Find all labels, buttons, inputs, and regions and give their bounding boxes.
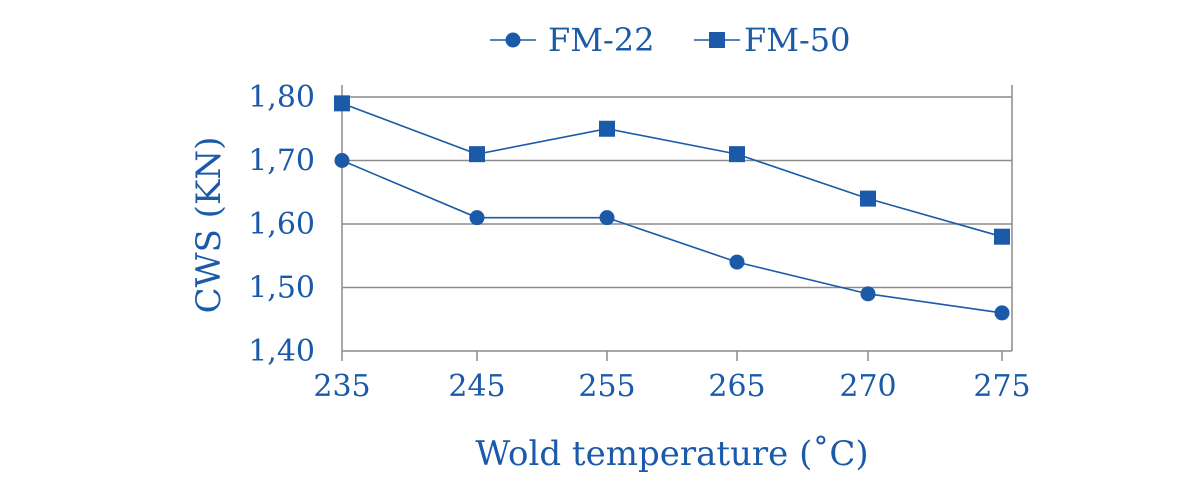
series-line <box>341 159 1003 314</box>
legend-label: FM-50 <box>744 21 851 59</box>
x-tick-label: 265 <box>708 369 765 404</box>
data-point <box>599 120 615 137</box>
y-tick-label: 1,40 <box>248 334 315 369</box>
x-tick-label: 245 <box>448 369 505 404</box>
x-tick-label: 235 <box>313 369 370 404</box>
series-fm-50 <box>334 95 1010 245</box>
legend-item-fm-22: FM-22 <box>490 21 655 59</box>
data-point <box>994 228 1010 245</box>
legend-marker <box>709 32 725 48</box>
legend-item-fm-50: FM-50 <box>694 21 851 59</box>
series-line <box>341 102 1003 238</box>
y-tick-label: 1,80 <box>248 80 315 115</box>
data-point <box>860 190 876 207</box>
axis-layer <box>341 85 1013 361</box>
data-point <box>860 286 876 302</box>
data-point <box>469 210 485 226</box>
x-tick-label: 255 <box>578 369 635 404</box>
legend-marker <box>505 32 521 48</box>
data-point <box>599 210 615 226</box>
data-point <box>729 146 745 163</box>
series-fm-22 <box>334 153 1010 321</box>
label-layer: 1,40 1,50 1,60 1,70 1,80 235 245 255 265 270 275 <box>248 80 1030 404</box>
series-layer <box>334 95 1010 321</box>
data-point <box>729 254 745 270</box>
y-tick-label: 1,50 <box>248 271 315 306</box>
y-tick-label: 1,70 <box>248 144 315 179</box>
data-point <box>334 95 350 112</box>
y-axis-title: CWS (KN) <box>189 137 229 314</box>
grid-layer <box>342 96 1012 289</box>
legend-label: FM-22 <box>548 21 655 59</box>
legend: FM-22 FM-50 <box>490 21 851 59</box>
data-point <box>334 153 350 168</box>
x-tick-label: 270 <box>839 369 896 404</box>
y-tick-label: 1,60 <box>248 207 315 242</box>
data-point <box>469 146 485 163</box>
data-point <box>994 305 1010 321</box>
x-axis-title: Wold temperature (˚C) <box>475 434 868 474</box>
x-tick-label: 275 <box>973 369 1030 404</box>
